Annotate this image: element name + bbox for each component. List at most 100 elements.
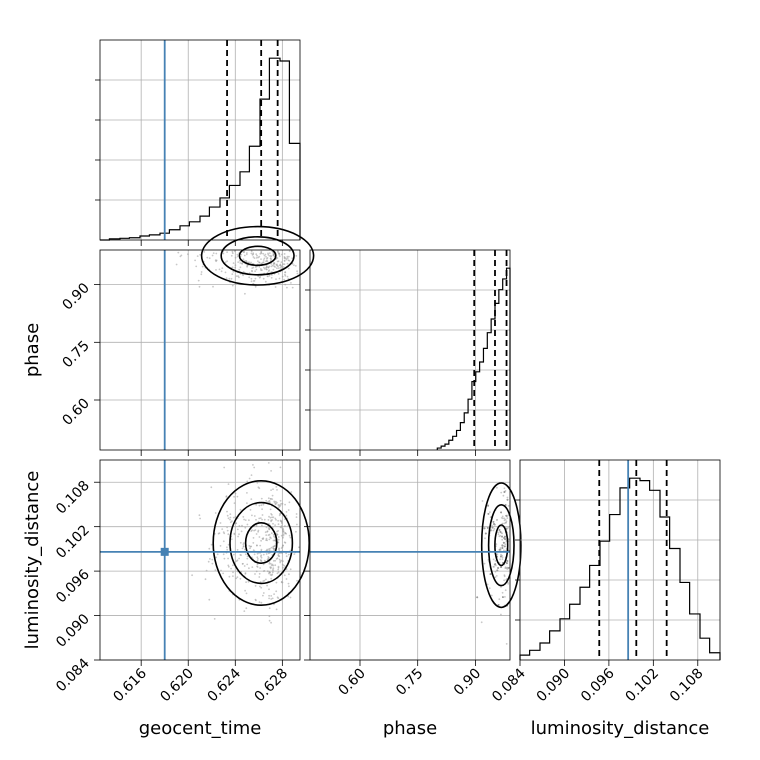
sample-point [222,572,225,575]
sample-point [226,260,229,263]
sample-point [287,553,290,556]
sample-point [273,539,276,542]
sample-point [296,272,299,275]
x-axis-label-phase: phase [383,718,437,739]
sample-point [276,572,279,575]
sample-point [231,266,234,269]
sample-point [260,560,263,562]
sample-point [232,270,235,273]
x-tick-label-luminosity-distance: 0.090 [534,666,574,706]
sample-point [258,265,261,268]
contour-level-2 [220,236,295,276]
sample-point [500,555,502,558]
sample-point [282,266,285,268]
sample-point [246,557,249,560]
sample-point [257,530,259,533]
sample-point [284,503,286,506]
panel-frame [519,459,721,661]
sample-point [282,566,284,569]
sample-point [199,517,202,520]
sample-point [251,514,253,517]
sample-point [275,278,277,280]
sample-point [287,509,290,511]
sample-point [492,521,495,523]
panel-luminosity-distance-vs-phase: 0.60 0.75 0.90 [304,459,522,699]
sample-point [287,267,290,270]
sample-point [295,255,298,257]
sample-point [282,531,285,533]
sample-point [279,499,282,502]
sample-point [270,513,272,515]
sample-point [494,560,497,562]
sample-point [256,544,258,547]
sample-point [257,558,259,560]
sample-point [229,516,232,519]
sample-point [252,549,255,552]
sample-point [272,539,275,542]
sample-point [231,273,234,275]
sample-point [257,275,260,278]
sample-point [245,253,248,256]
sample-point [259,276,262,278]
sample-point [287,582,290,585]
sample-point [256,563,259,566]
contour-level-3 [244,521,278,564]
sample-point [251,529,254,531]
sample-point [280,502,282,505]
sample-point [244,519,247,521]
sample-point [223,557,226,560]
sample-point [263,254,266,257]
sample-point [501,591,504,594]
sample-point [267,253,270,256]
contour-level-3 [238,245,277,267]
sample-point [226,529,229,532]
sample-point [277,523,280,526]
sample-point [261,524,263,527]
sample-point [283,253,286,255]
contour-level-2 [229,501,294,585]
sample-point [487,513,490,515]
sample-point [494,563,497,566]
sample-point [289,568,292,571]
sample-point [288,250,291,253]
sample-point [488,587,491,590]
x-tick-label-geocent-time: 0.624 [204,665,244,705]
sample-point [277,554,280,557]
sample-point [504,543,507,546]
sample-point [256,254,258,257]
sample-point [483,562,486,565]
sample-point [496,486,498,489]
sample-point [226,251,229,254]
sample-point [483,527,486,530]
sample-point [222,531,225,533]
sample-point [253,257,256,259]
sample-point [227,543,230,546]
sample-point [255,503,258,506]
sample-point [277,265,279,268]
sample-point [201,265,204,268]
sample-point [497,567,499,569]
sample-point [236,549,239,551]
sample-point [283,263,286,266]
sample-point [276,263,278,266]
sample-point [250,545,253,548]
sample-point [500,517,503,519]
sample-point [298,546,300,549]
sample-point [238,268,241,271]
sample-point [288,573,290,576]
sample-point [267,519,270,521]
sample-point [275,608,278,611]
sample-point [280,261,283,264]
sample-point [246,563,249,566]
sample-point [286,275,289,278]
sample-point [196,255,199,257]
sample-point [296,270,298,273]
sample-point [280,534,283,537]
sample-point [273,262,276,265]
sample-point [274,503,277,506]
x-tick-label-geocent-time: 0.620 [157,666,197,706]
sample-point [265,537,268,540]
sample-point [224,271,227,274]
sample-point [220,569,222,572]
